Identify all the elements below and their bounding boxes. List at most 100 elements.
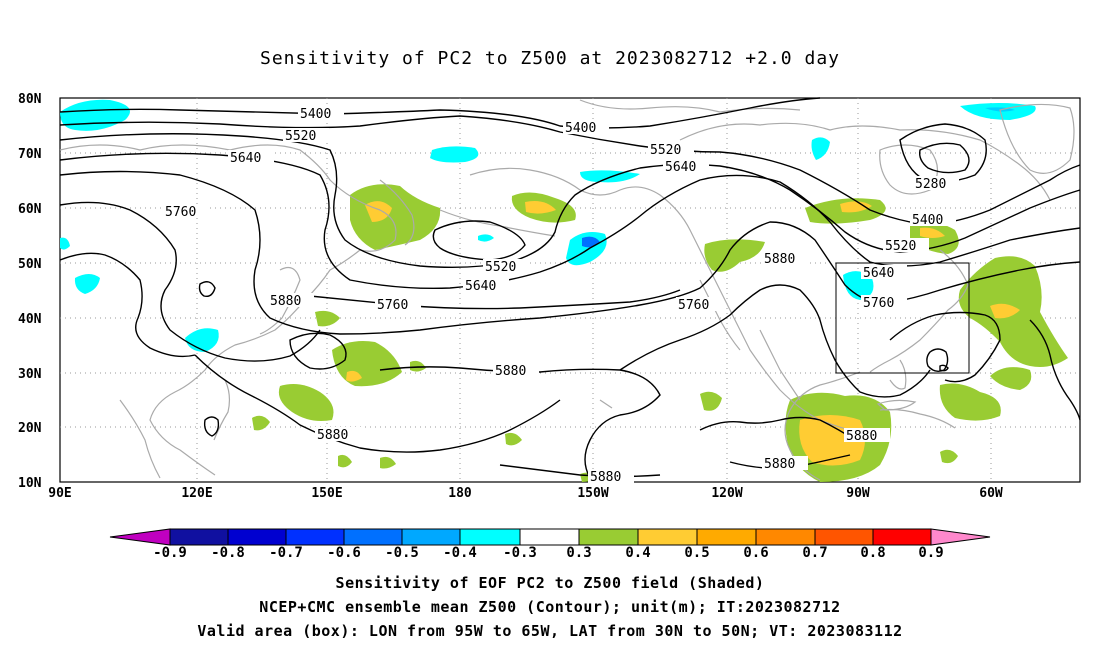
pos-shade <box>700 391 722 411</box>
lat-label: 60N <box>18 202 42 217</box>
contour-label-bg <box>883 238 929 252</box>
colorbar-label: -0.3 <box>503 545 537 561</box>
lon-label: 120E <box>181 486 212 501</box>
lat-labels: 80N 70N 60N 50N 40N 30N 20N 10N <box>18 92 42 491</box>
contour-labels: 5400 5400 5520 5640 5760 5760 5520 5640 … <box>163 106 959 485</box>
contour-label: 5880 <box>270 294 301 309</box>
lon-label: 150E <box>311 486 342 501</box>
neg-shade <box>960 103 1036 120</box>
contour-line <box>939 364 949 372</box>
pos-shade <box>338 454 352 468</box>
colorbar-label: 0.8 <box>860 545 885 561</box>
contour-label-bg <box>844 428 890 442</box>
colorbar-bin <box>459 528 521 546</box>
colorbar <box>109 528 991 546</box>
contour-label: 5640 <box>465 279 496 294</box>
contour-line <box>918 142 970 174</box>
caption-line-2: NCEP+CMC ensemble mean Z500 (Contour); u… <box>259 598 841 616</box>
contour-label: 5760 <box>377 298 408 313</box>
lat-label: 40N <box>18 312 42 327</box>
valid-area-box <box>835 262 970 374</box>
colorbar-bin <box>519 528 580 546</box>
pos-shade <box>990 367 1032 390</box>
contour-label: 5880 <box>846 429 877 444</box>
contour-label-bg <box>375 297 421 311</box>
contour-line <box>499 464 661 478</box>
pos-shade <box>799 415 865 466</box>
colorbar-label: -0.8 <box>211 545 245 561</box>
contour-label: 5520 <box>485 260 516 275</box>
colorbar-bin <box>285 528 345 546</box>
contour-line <box>379 366 661 479</box>
colorbar-labels: -0.9 -0.8 -0.7 -0.6 -0.5 -0.4 -0.3 0.3 0… <box>153 545 944 561</box>
pos-shade <box>525 201 556 214</box>
colorbar-label: 0.5 <box>684 545 709 561</box>
lon-label: 60W <box>979 486 1003 501</box>
colorbar-bin <box>343 528 403 546</box>
contour-label: 5880 <box>764 252 795 267</box>
contour-label-bg <box>663 159 709 173</box>
contour-label: 5520 <box>650 143 681 158</box>
colorbar-label: 0.3 <box>566 545 591 561</box>
contour-label-bg <box>493 363 539 377</box>
colorbar-bin <box>169 528 229 546</box>
lon-label: 150W <box>577 486 608 501</box>
contour-label-bg <box>563 120 609 134</box>
contour-label: 5400 <box>565 121 596 136</box>
caption-line-3: Valid area (box): LON from 95W to 65W, L… <box>197 622 903 640</box>
coast-kamchatka <box>379 179 415 246</box>
contour-line <box>194 354 561 453</box>
colorbar-label: 0.4 <box>625 545 650 561</box>
pos-shade <box>410 360 426 372</box>
colorbar-bin <box>227 528 287 546</box>
contour-label: 5400 <box>300 107 331 122</box>
pos-shade <box>939 383 1001 421</box>
colorbar-end-low <box>109 528 171 546</box>
coast-sea <box>119 399 161 479</box>
pos-shade <box>840 201 872 213</box>
colorbar-label: 0.9 <box>918 545 943 561</box>
coast-arctic <box>579 99 801 113</box>
contour-label-bg <box>910 212 956 226</box>
contour-label-bg <box>483 259 529 273</box>
neg-shade <box>478 234 494 242</box>
contour-label: 5280 <box>915 177 946 192</box>
map-frame <box>59 97 1081 483</box>
coast-florida <box>889 359 907 390</box>
neg-shade <box>580 170 640 183</box>
contour-line <box>299 289 681 310</box>
coast-na-north <box>679 122 1051 201</box>
contour-line <box>59 252 196 358</box>
colorbar-bin <box>814 528 874 546</box>
contour-label-bg <box>762 251 808 265</box>
contour-label: 5880 <box>317 428 348 443</box>
contour-label-bg <box>588 469 634 483</box>
contour-label-bg <box>268 293 314 307</box>
colorbar-label: 0.7 <box>802 545 827 561</box>
colorbar-bin <box>696 528 757 546</box>
colorbar-label: 0.6 <box>743 545 768 561</box>
caption-line-1: Sensitivity of EOF PC2 to Z500 field (Sh… <box>335 574 765 592</box>
lon-label: 90W <box>846 486 870 501</box>
coast-alaska <box>469 167 859 433</box>
contour-line <box>289 332 347 370</box>
contour-label: 5640 <box>230 151 261 166</box>
pos-shade <box>704 239 765 272</box>
contour-label-bg <box>648 142 694 156</box>
contour-line <box>699 416 856 441</box>
contour-label: 5400 <box>912 213 943 228</box>
colorbar-end-high <box>930 528 991 546</box>
lat-label: 30N <box>18 367 42 382</box>
pos-shade <box>920 227 945 238</box>
colorbar-label: -0.9 <box>153 545 187 561</box>
lon-label: 90E <box>48 486 71 501</box>
neg-shade <box>74 274 100 294</box>
lat-label: 80N <box>18 92 42 107</box>
contour-label-bg <box>861 295 907 309</box>
pos-shade <box>380 456 396 469</box>
colorbar-label: -0.4 <box>443 545 477 561</box>
contour-label: 5520 <box>285 129 316 144</box>
colorbar-bin <box>578 528 639 546</box>
coast-phil <box>213 379 231 441</box>
coast-hawaii <box>599 399 613 409</box>
